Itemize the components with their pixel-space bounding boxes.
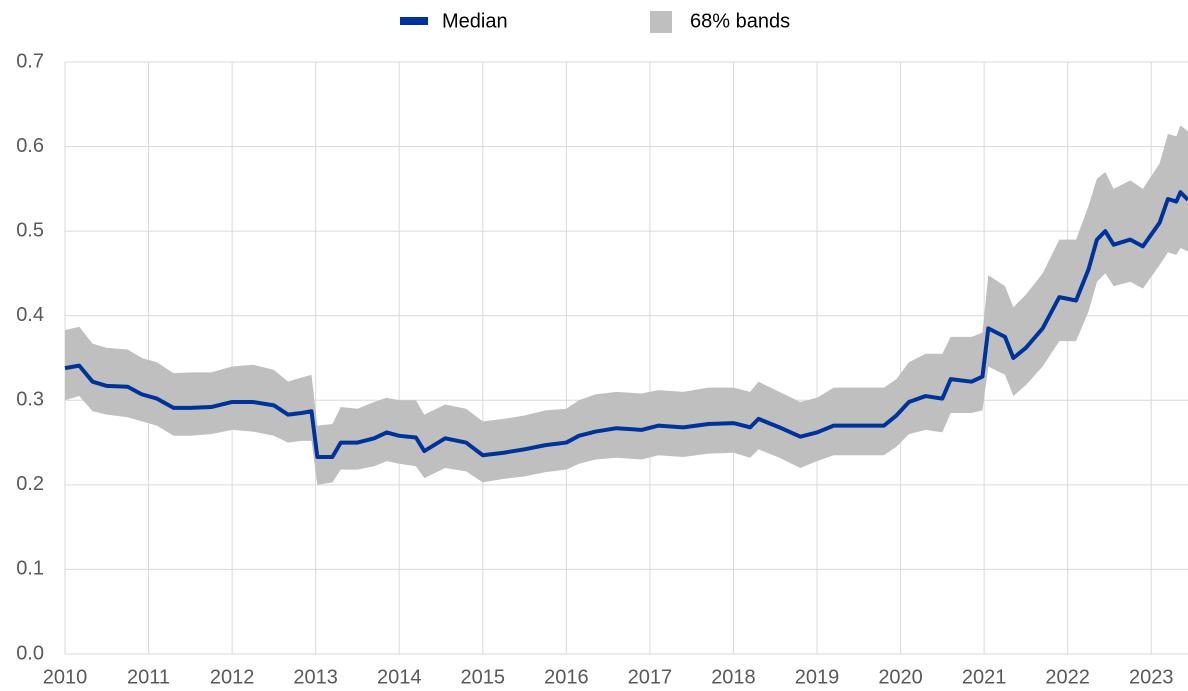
y-tick-label: 0.7 xyxy=(16,50,44,72)
legend-swatch xyxy=(650,11,672,33)
x-tick-label: 2010 xyxy=(43,666,88,688)
x-tick-label: 2019 xyxy=(795,666,840,688)
y-tick-label: 0.1 xyxy=(16,558,44,580)
x-tick-label: 2015 xyxy=(461,666,506,688)
y-tick-label: 0.3 xyxy=(16,389,44,411)
legend-label: 68% bands xyxy=(690,10,790,32)
x-tick-label: 2011 xyxy=(127,666,170,688)
x-tick-label: 2020 xyxy=(878,666,923,688)
x-tick-label: 2018 xyxy=(711,666,756,688)
y-tick-label: 0.6 xyxy=(16,135,44,157)
x-tick-label: 2017 xyxy=(628,666,673,688)
x-tick-label: 2021 xyxy=(962,666,1007,688)
y-tick-label: 0.5 xyxy=(16,219,44,241)
y-tick-label: 0.2 xyxy=(16,473,44,495)
x-tick-label: 2016 xyxy=(544,666,589,688)
line xyxy=(64,190,1188,459)
x-tick-label: 2014 xyxy=(377,666,422,688)
x-tick-label: 2023 xyxy=(1129,666,1174,688)
legend-swatch xyxy=(400,17,428,25)
x-tick-label: 2012 xyxy=(210,666,255,688)
band xyxy=(65,125,1188,485)
y-tick-label: 0.4 xyxy=(16,304,44,326)
y-tick-label: 0.0 xyxy=(16,642,44,664)
x-tick-label: 2022 xyxy=(1045,666,1090,688)
legend-label: Median xyxy=(442,10,508,32)
x-tick-label: 2013 xyxy=(293,666,338,688)
